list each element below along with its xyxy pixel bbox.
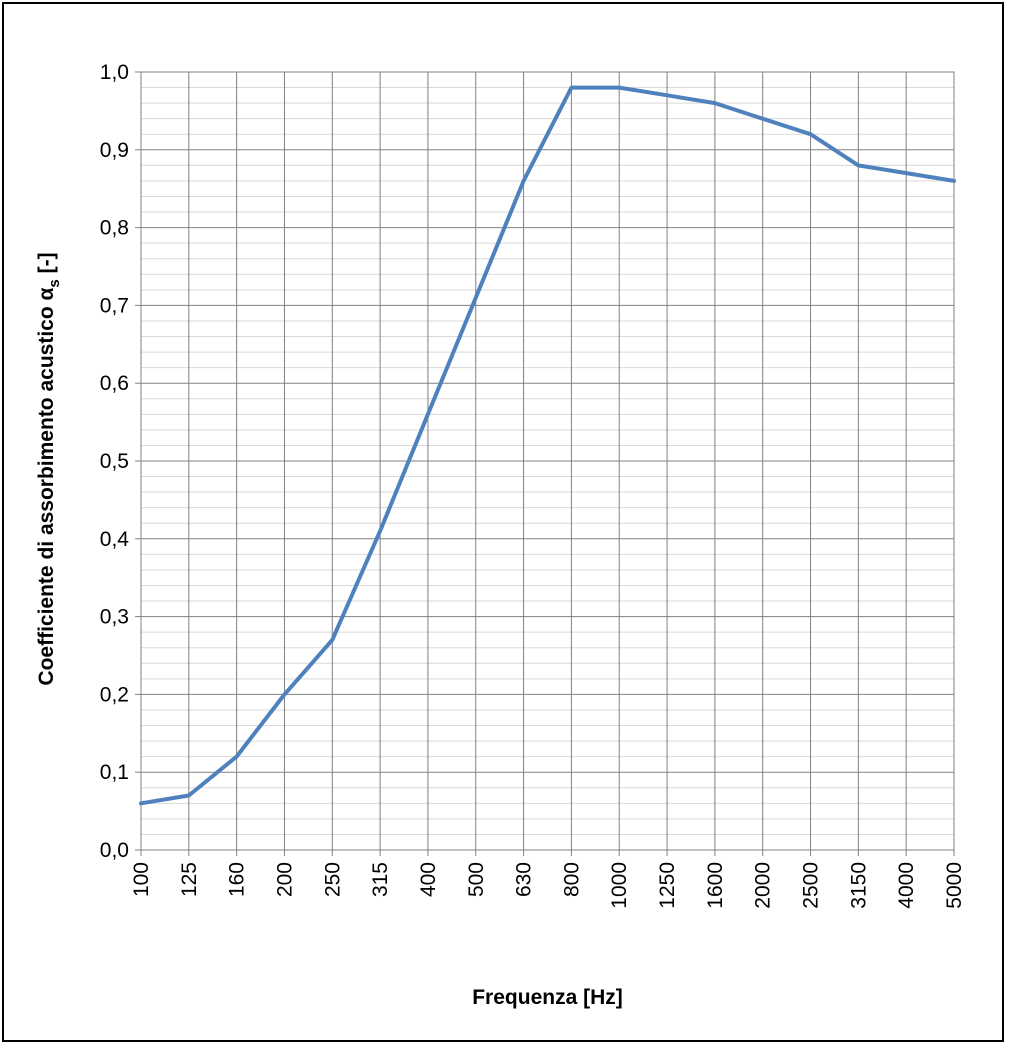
x-tick-label: 200	[273, 862, 296, 897]
y-axis-title: Coefficiente di assorbimento acustico αs…	[35, 252, 63, 685]
y-tick-label: 0,1	[100, 761, 129, 784]
x-axis-tick-labels: 100 125 160 200 250 315 400 500 630 800 1000 1250 16…	[130, 850, 966, 909]
x-tick-label: 1000	[608, 862, 631, 909]
y-tick-label: 0,2	[100, 683, 129, 706]
y-axis-title-suffix: [-]	[35, 252, 58, 279]
x-tick-label: 500	[465, 862, 488, 897]
x-tick-label: 250	[321, 862, 344, 897]
x-tick-label: 100	[130, 862, 153, 897]
x-tick-label: 125	[178, 862, 201, 897]
x-axis-title: Frequenza [Hz]	[472, 986, 623, 1009]
x-tick-label: 1600	[704, 862, 727, 909]
x-tick-label: 5000	[943, 862, 966, 909]
x-tick-label: 2500	[800, 862, 823, 909]
x-tick-label: 3150	[847, 862, 870, 909]
y-tick-label: 0,0	[100, 839, 129, 862]
x-tick-label: 630	[513, 862, 536, 897]
y-tick-label: 0,7	[100, 294, 129, 317]
y-axis-tick-labels: 0,0 0,1 0,2 0,3 0,4 0,5 0,6 0,7 0,8 0,9 1,0	[100, 61, 141, 862]
y-tick-label: 0,9	[100, 139, 129, 162]
x-tick-label: 4000	[895, 862, 918, 909]
major-gridlines	[141, 72, 954, 850]
x-tick-label: 800	[560, 862, 583, 897]
x-tick-label: 315	[369, 862, 392, 897]
x-tick-label: 2000	[752, 862, 775, 909]
y-axis-title-main: Coefficiente di assorbimento acustico α	[35, 288, 58, 686]
y-axis-title-subscript: s	[46, 279, 63, 287]
x-tick-label: 400	[417, 862, 440, 897]
minor-gridlines	[141, 87, 954, 835]
y-tick-label: 0,8	[100, 217, 129, 240]
y-tick-label: 0,3	[100, 606, 129, 629]
x-tick-label: 1250	[656, 862, 679, 909]
y-tick-label: 0,6	[100, 372, 129, 395]
y-tick-label: 1,0	[100, 61, 129, 84]
y-tick-label: 0,4	[100, 528, 130, 551]
y-tick-label: 0,5	[100, 450, 129, 473]
series-line	[139, 85, 956, 806]
x-tick-label: 160	[226, 862, 249, 897]
